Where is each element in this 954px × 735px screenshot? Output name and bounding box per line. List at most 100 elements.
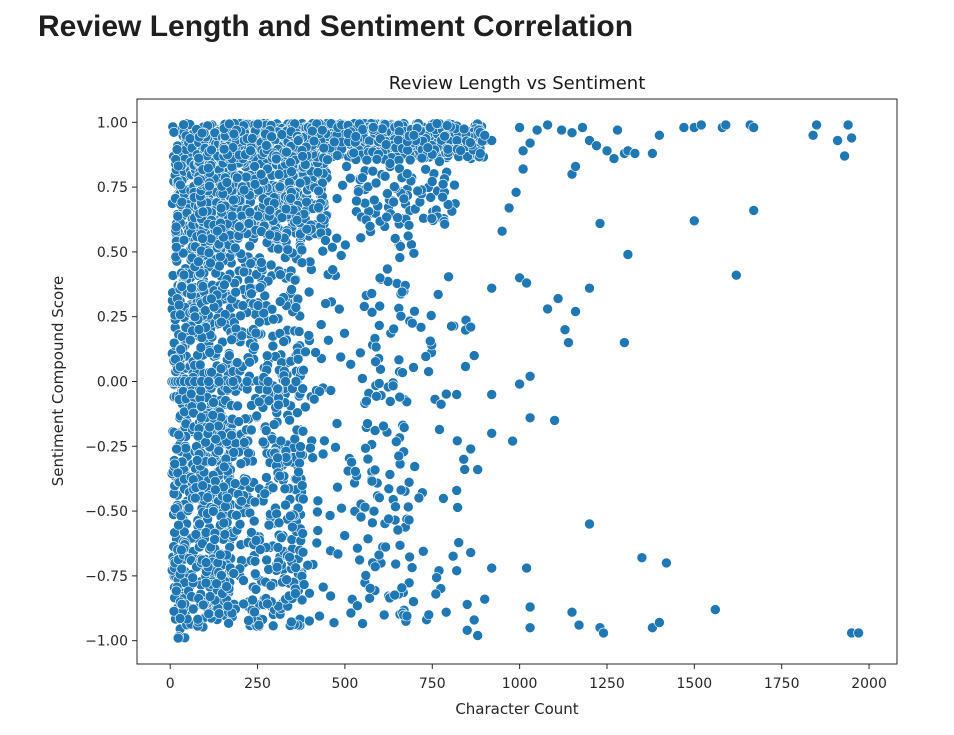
data-point bbox=[175, 179, 186, 191]
data-point bbox=[384, 158, 396, 169]
data-point bbox=[196, 401, 207, 412]
data-point bbox=[176, 196, 188, 208]
data-point bbox=[570, 306, 581, 317]
data-point bbox=[446, 320, 457, 332]
data-point bbox=[441, 120, 453, 131]
data-point bbox=[720, 119, 732, 131]
data-point bbox=[374, 492, 385, 504]
data-point bbox=[249, 606, 260, 618]
data-point bbox=[172, 632, 184, 644]
data-point bbox=[373, 320, 385, 331]
data-point bbox=[276, 129, 288, 140]
data-point bbox=[390, 501, 401, 513]
data-point bbox=[661, 557, 672, 569]
data-point bbox=[194, 359, 206, 371]
data-point bbox=[214, 260, 225, 272]
data-point bbox=[357, 618, 368, 629]
data-point bbox=[310, 347, 321, 358]
data-point bbox=[174, 361, 186, 373]
x-tick-label: 1500 bbox=[677, 676, 713, 692]
data-point bbox=[315, 319, 327, 330]
data-point bbox=[171, 144, 183, 155]
data-point bbox=[434, 156, 445, 167]
data-point bbox=[297, 383, 309, 395]
data-point bbox=[290, 588, 301, 599]
data-point bbox=[389, 233, 401, 244]
data-point bbox=[275, 269, 286, 280]
data-point bbox=[243, 615, 254, 626]
data-point bbox=[332, 548, 344, 560]
data-point bbox=[249, 161, 260, 172]
data-point bbox=[304, 587, 315, 599]
data-point bbox=[577, 122, 588, 133]
data-point bbox=[566, 606, 578, 618]
x-tick-label: 1000 bbox=[502, 676, 538, 692]
data-point bbox=[521, 562, 532, 574]
data-point bbox=[176, 281, 188, 292]
data-point bbox=[695, 119, 707, 131]
data-point bbox=[370, 356, 381, 368]
data-point bbox=[374, 272, 386, 284]
data-point bbox=[171, 443, 182, 455]
data-point bbox=[362, 533, 374, 545]
data-point bbox=[207, 409, 219, 421]
data-point bbox=[290, 376, 302, 387]
data-point bbox=[709, 604, 721, 615]
y-tick-label: −0.75 bbox=[85, 569, 128, 585]
data-point bbox=[367, 517, 378, 529]
data-point bbox=[296, 257, 308, 269]
data-point bbox=[210, 484, 221, 496]
data-point bbox=[171, 585, 182, 597]
data-point bbox=[370, 177, 382, 189]
data-point bbox=[396, 582, 408, 594]
data-point bbox=[272, 243, 284, 255]
data-point bbox=[393, 354, 405, 366]
data-point bbox=[183, 502, 195, 514]
data-point bbox=[249, 341, 260, 353]
data-point bbox=[233, 416, 245, 427]
data-point bbox=[193, 324, 205, 335]
data-point bbox=[224, 118, 235, 130]
data-point bbox=[276, 212, 288, 223]
data-point bbox=[190, 529, 202, 540]
data-point bbox=[465, 547, 477, 558]
data-point bbox=[447, 550, 459, 562]
data-point bbox=[424, 335, 436, 347]
data-point bbox=[486, 427, 498, 439]
data-point bbox=[383, 513, 394, 525]
data-point bbox=[517, 145, 529, 157]
x-axis: 0 250 500 750 1000 1250 1500 1750 2000 bbox=[166, 664, 887, 692]
data-point bbox=[228, 194, 239, 206]
data-point bbox=[409, 461, 421, 472]
data-point bbox=[344, 172, 356, 184]
data-point bbox=[375, 363, 386, 375]
data-point bbox=[272, 452, 283, 464]
data-point bbox=[350, 466, 361, 477]
data-point bbox=[331, 150, 343, 161]
x-tick-label: 1250 bbox=[589, 676, 625, 692]
data-point bbox=[253, 619, 265, 631]
data-point bbox=[352, 600, 363, 612]
data-point bbox=[451, 565, 463, 577]
data-point bbox=[317, 581, 329, 593]
data-point bbox=[250, 327, 262, 339]
data-point bbox=[266, 131, 277, 142]
data-point bbox=[238, 575, 249, 586]
data-point bbox=[361, 154, 373, 166]
data-point bbox=[422, 142, 434, 153]
y-tick-label: 1.00 bbox=[97, 115, 128, 131]
data-point bbox=[517, 163, 529, 175]
data-point bbox=[256, 257, 267, 268]
data-point bbox=[748, 205, 760, 216]
data-point bbox=[267, 620, 279, 632]
data-point bbox=[249, 496, 261, 508]
data-point bbox=[420, 164, 431, 175]
data-point bbox=[370, 341, 382, 353]
data-point bbox=[307, 452, 319, 464]
data-point bbox=[248, 515, 260, 527]
data-point bbox=[465, 443, 477, 455]
data-point bbox=[542, 303, 553, 315]
data-point bbox=[371, 390, 382, 402]
data-point bbox=[340, 239, 351, 251]
data-point bbox=[312, 167, 324, 178]
